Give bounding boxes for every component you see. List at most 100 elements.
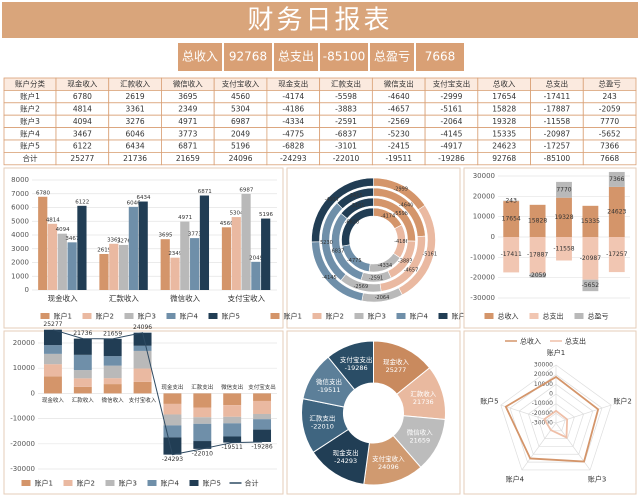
bar-segment (556, 197, 572, 237)
bar-segment (43, 364, 62, 377)
table-text: 15335 (492, 129, 516, 138)
bar-segment (103, 365, 122, 379)
legend-label: 总收入 (498, 312, 519, 321)
bar-segment (223, 405, 242, 417)
data-label: 17654 (502, 216, 521, 223)
segment-label: 支付宝收入 (372, 454, 405, 463)
data-label: 7770 (556, 186, 571, 193)
legend-label: 账户2 (96, 312, 114, 321)
data-label: -6828 (345, 220, 360, 226)
table-text: -2059 (599, 105, 621, 114)
bar-segment (163, 414, 182, 426)
summary-label: 总收入 (182, 50, 218, 64)
table-text: -24293 (280, 154, 307, 163)
table-header: 微信收入 (173, 79, 203, 89)
legend-label: 账户3 (119, 479, 137, 488)
summary-value-box (416, 43, 464, 71)
bar-segment (503, 201, 520, 237)
bar (77, 205, 87, 290)
x-tick-label: 现金支出 (161, 383, 183, 391)
y-tick-label: -10000 (470, 253, 495, 261)
data-label: -5598 (393, 211, 408, 217)
legend-swatch (438, 313, 448, 319)
legend-swatch (189, 480, 199, 486)
y-tick-label: 0 (491, 233, 495, 241)
bar-segment (133, 381, 152, 394)
x-tick-label: 汇款收入 (109, 293, 139, 303)
table-text: 账户2 (20, 104, 40, 114)
bar-segment (103, 378, 122, 385)
bar-segment (253, 429, 272, 443)
bar-segment (253, 393, 272, 401)
bar-segment (133, 332, 152, 346)
table-text: 2049 (231, 129, 250, 138)
data-label: -2999 (393, 186, 408, 192)
data-label: 4560 (220, 221, 234, 227)
bar-segment (103, 338, 122, 357)
table-text: 6434 (126, 142, 145, 151)
table-text: 5304 (231, 105, 250, 114)
grid-line (500, 364, 612, 471)
bar-segment (43, 376, 62, 394)
table-header: 支付宝支出 (433, 79, 471, 89)
bar (138, 201, 148, 290)
y-tick-label: 4000 (11, 231, 29, 239)
table-text: -2591 (335, 117, 357, 126)
bar (221, 227, 232, 290)
data-label: -20987 (580, 255, 601, 262)
legend-swatch (21, 480, 31, 486)
data-label: 4094 (56, 227, 70, 233)
chart-panel (463, 330, 637, 495)
legend-swatch (147, 480, 157, 486)
bar-segment (103, 356, 122, 366)
legend-label: 总支出 (565, 337, 586, 346)
data-label: 3695 (159, 233, 173, 239)
chart-panel (463, 167, 637, 329)
donut-segment (327, 340, 374, 391)
data-label: 24096 (378, 463, 399, 471)
table-header: 现金支出 (278, 79, 308, 89)
legend-swatch (529, 313, 539, 319)
data-label: 24096 (133, 324, 152, 331)
data-label: -2059 (529, 272, 547, 279)
data-label: -5161 (422, 252, 437, 258)
data-label: -17257 (606, 251, 627, 258)
y-tick-label: 30000 (473, 172, 495, 180)
data-label: 15828 (528, 217, 547, 224)
bar-segment (556, 181, 572, 198)
y-tick-label: 7000 (11, 190, 29, 198)
legend-swatch (396, 313, 406, 319)
legend-label: 账户2 (77, 479, 95, 488)
bar-segment (582, 205, 599, 237)
table-text: -4174 (282, 92, 304, 101)
table-text: -5598 (335, 92, 357, 101)
bar-segment (133, 345, 152, 351)
data-label: 2049 (249, 255, 263, 261)
data-label: -22010 (192, 450, 213, 457)
r-tick-label: -30000 (532, 420, 553, 427)
axis-line (555, 404, 612, 424)
bar-segment (193, 417, 212, 424)
bar-segment (43, 329, 62, 346)
x-tick-label: 支付宝收入 (228, 293, 266, 303)
data-label: 5304 (230, 211, 244, 217)
legend-swatch (82, 313, 92, 319)
table-text: 账户1 (20, 91, 40, 101)
legend-swatch (270, 313, 280, 319)
table-header: 汇款支出 (331, 79, 361, 89)
data-label: -2591 (369, 275, 384, 281)
x-tick-label: 微信收入 (170, 293, 200, 303)
y-tick-label: 3000 (11, 245, 29, 253)
data-label: 6122 (75, 199, 89, 205)
axis-line (500, 404, 557, 424)
data-label: 2619 (97, 247, 111, 253)
data-label: 25277 (386, 366, 407, 374)
table-text: 7770 (600, 117, 619, 126)
data-label: -5652 (582, 282, 600, 289)
legend-swatch (312, 313, 322, 319)
data-label: 2349 (168, 251, 182, 257)
data-label: 15335 (581, 218, 600, 225)
legend-swatch (574, 313, 584, 319)
data-label: 3276 (117, 238, 131, 244)
